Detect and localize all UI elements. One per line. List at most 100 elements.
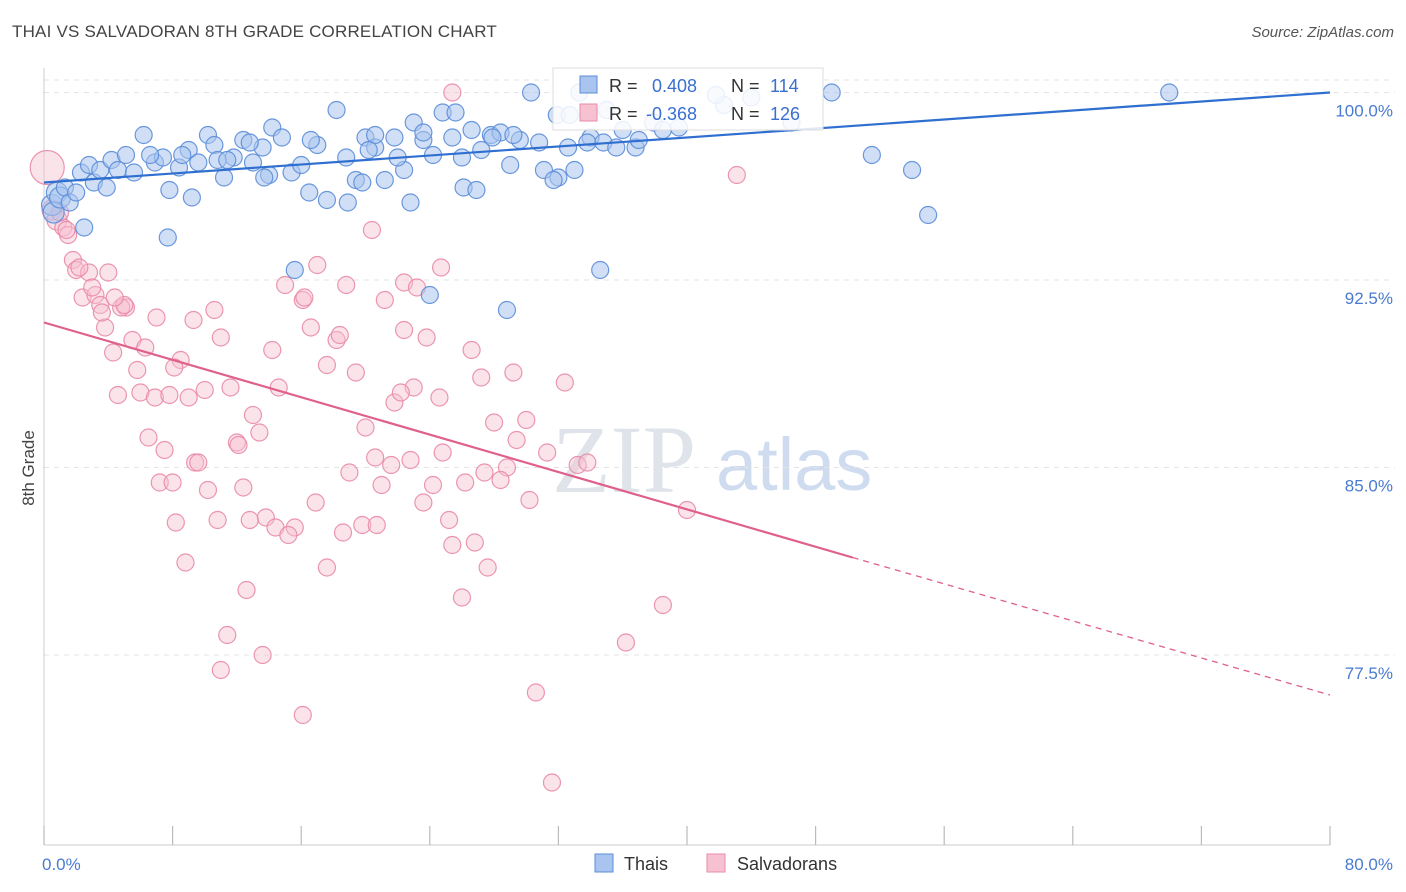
salvadoran-points: [29, 83, 746, 792]
salvadoran-point: [195, 380, 214, 400]
thai-point: [467, 180, 486, 200]
salvadoran-point: [727, 165, 746, 185]
salvadoran-point: [63, 250, 83, 270]
thai-point: [301, 130, 320, 150]
thai-point: [173, 145, 192, 165]
x-tick-labels: 0.0% 80.0%: [42, 855, 1393, 874]
trend-lines: [43, 91, 1331, 696]
salvadoran-point: [391, 383, 410, 402]
thai-point: [385, 128, 404, 147]
thai-point: [317, 190, 337, 210]
salvadoran-point: [79, 263, 99, 282]
thai-point: [124, 163, 144, 182]
salvadoran-point: [112, 298, 131, 317]
salvadoran-point: [205, 300, 224, 320]
salvadoran-point: [108, 385, 128, 405]
thai-point: [462, 120, 481, 140]
thai-point: [862, 145, 881, 165]
salvadoran-point: [295, 288, 314, 307]
thai-point: [472, 140, 491, 160]
salvadoran-point: [337, 275, 356, 295]
watermark-zip: ZIP: [552, 406, 696, 513]
salvadoran-point: [375, 290, 394, 310]
stats-box: R = 0.408 N = 114 R = -0.368 N = 126: [552, 67, 824, 131]
salvadoran-point: [198, 480, 218, 500]
stats-salvadoran-n-label: N =: [731, 104, 760, 124]
legend-thais-label: Thais: [624, 854, 668, 874]
salvadoran-point: [218, 625, 237, 645]
watermark-atlas: atlas: [716, 423, 872, 506]
salvadoran-point: [362, 220, 382, 240]
thai-point: [214, 168, 234, 187]
thai-point: [327, 100, 346, 120]
salvadoran-point: [176, 553, 195, 572]
thai-point: [497, 300, 517, 320]
salvadoran-point: [184, 310, 203, 330]
stats-salvadoran-r-value: -0.368: [646, 104, 697, 124]
salvadoran-point: [578, 453, 597, 472]
x-tick-label: 0.0%: [42, 855, 81, 874]
x-tick-label: 80.0%: [1345, 855, 1393, 874]
stats-salvadoran-n-value: 126: [770, 104, 800, 124]
salvadoran-point: [105, 288, 124, 307]
thai-point: [401, 193, 420, 212]
thai-point: [501, 155, 520, 175]
salvadoran-point: [165, 358, 184, 377]
salvadoran-point: [439, 510, 459, 530]
salvadoran-point: [517, 410, 536, 430]
salvadoran-point: [166, 513, 185, 532]
salvadoran-trend-line: [43, 321, 853, 559]
legend-thais-swatch: [594, 853, 614, 873]
salvadoran-point: [240, 510, 259, 530]
thai-point: [353, 173, 372, 192]
salvadoran-point: [211, 328, 230, 347]
salvadoran-point: [91, 295, 110, 315]
salvadoran-point: [263, 340, 282, 360]
salvadoran-point: [306, 493, 325, 512]
stats-thai-n-value: 114: [770, 76, 799, 96]
salvadoran-point: [456, 473, 475, 492]
salvadoran-point: [327, 330, 346, 350]
salvadoran-point: [160, 385, 179, 405]
salvadoran-point: [104, 343, 123, 362]
salvadoran-point: [70, 258, 89, 277]
thai-point: [375, 170, 394, 190]
salvadoran-point: [382, 455, 401, 475]
thai-point: [483, 128, 502, 147]
salvadoran-point: [208, 510, 227, 530]
salvadoran-point: [417, 328, 436, 347]
salvadoran-point: [229, 435, 248, 455]
thai-point: [565, 160, 584, 180]
salvadoran-point: [353, 515, 372, 535]
thai-point: [420, 285, 439, 305]
stats-thai-n-label: N =: [731, 76, 760, 96]
salvadoran-point: [394, 320, 414, 340]
thai-point: [822, 83, 841, 102]
salvadoran-point: [301, 318, 320, 337]
thai-point: [75, 218, 94, 237]
salvadoran-point: [504, 363, 523, 382]
y-tick-label: 92.5%: [1345, 289, 1393, 308]
salvadoran-point: [452, 588, 472, 607]
stats-salvadoran-swatch: [579, 103, 598, 122]
salvadoran-point: [367, 515, 386, 535]
thai-point: [338, 193, 357, 212]
salvadoran-point: [356, 418, 375, 437]
salvadoran-point: [243, 405, 263, 425]
thai-point: [300, 183, 319, 202]
y-tick-label: 100.0%: [1335, 102, 1393, 121]
salvadoran-point: [346, 363, 365, 382]
y-tick-label: 77.5%: [1345, 664, 1393, 683]
salvadoran-point: [333, 523, 353, 542]
thai-point: [443, 128, 462, 147]
chart-title: THAI VS SALVADORAN 8TH GRADE CORRELATION…: [12, 22, 497, 41]
thai-point: [255, 168, 274, 187]
y-axis-title: 8th Grade: [19, 430, 38, 506]
salvadoran-point: [491, 470, 510, 490]
salvadoran-point: [131, 383, 150, 402]
legend-salvadorans-label: Salvadorans: [737, 854, 837, 874]
salvadoran-point: [128, 360, 147, 380]
salvadoran-point: [414, 493, 433, 512]
salvadoran-point: [538, 443, 557, 462]
